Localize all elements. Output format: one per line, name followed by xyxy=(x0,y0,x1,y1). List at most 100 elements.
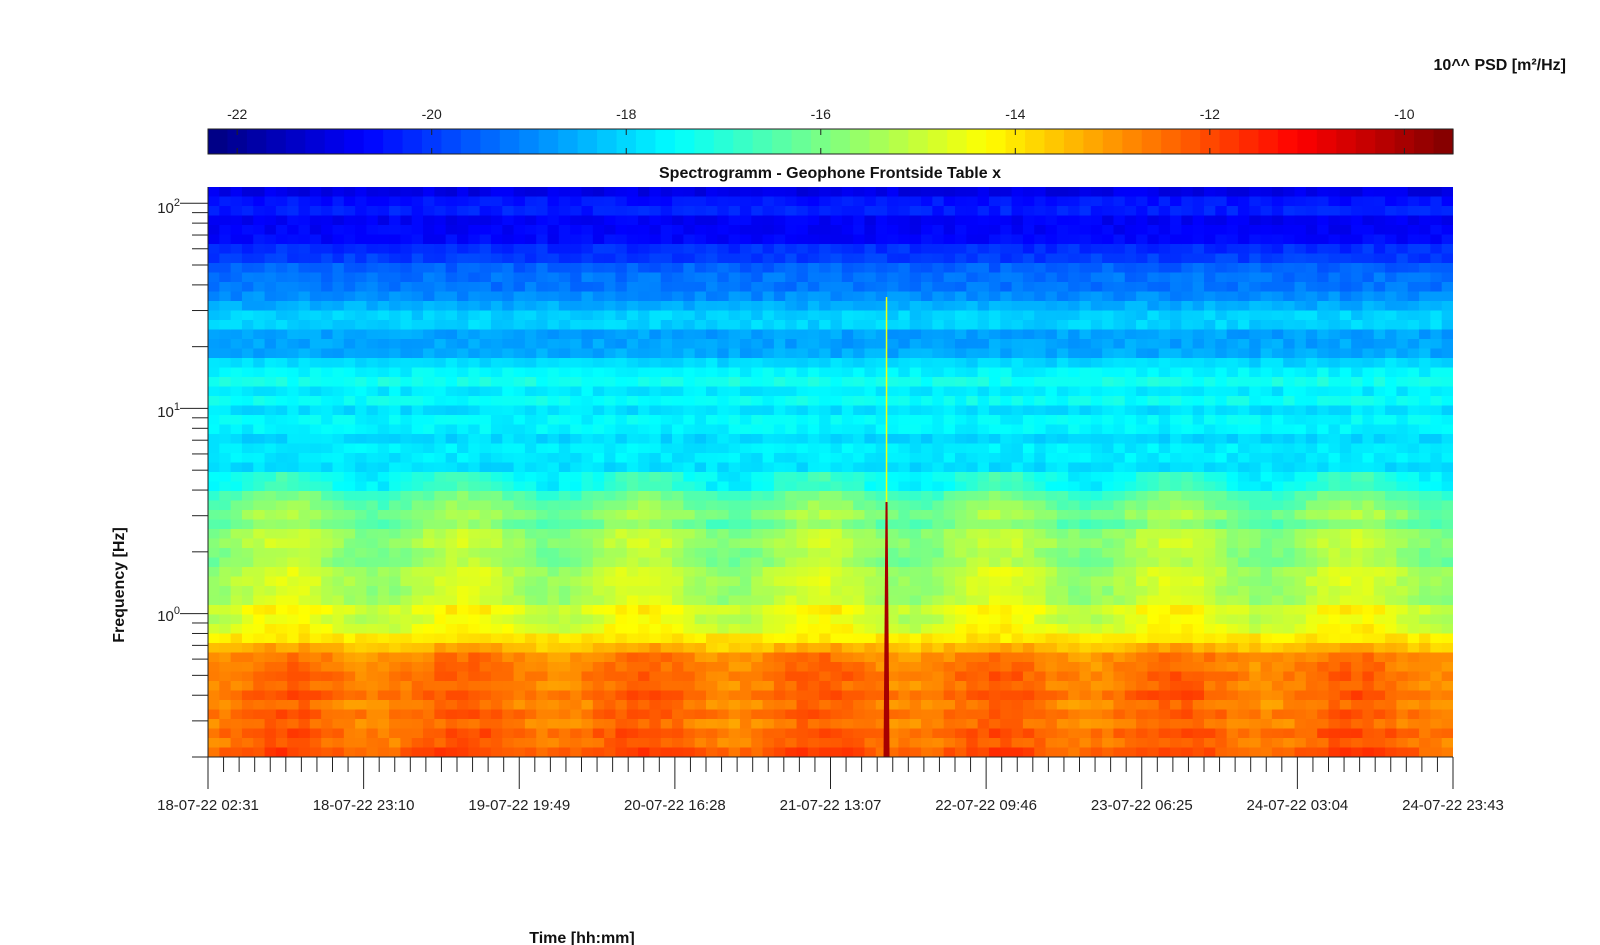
spectrogram-cell xyxy=(253,738,266,749)
spectrogram-cell xyxy=(1056,728,1069,739)
spectrogram-cell xyxy=(219,253,232,264)
spectrogram-cell xyxy=(468,434,481,445)
spectrogram-cell xyxy=(241,624,254,635)
spectrogram-cell xyxy=(230,738,243,749)
spectrogram-cell xyxy=(898,396,911,407)
spectrogram-cell xyxy=(332,453,345,464)
spectrogram-cell xyxy=(502,339,515,350)
spectrogram-cell xyxy=(728,310,741,321)
spectrogram-cell xyxy=(683,282,696,293)
spectrogram-cell xyxy=(864,690,877,701)
colorbar-cell xyxy=(888,129,909,154)
spectrogram-cell xyxy=(1102,367,1115,378)
spectrogram-cell xyxy=(321,386,334,397)
spectrogram-cell xyxy=(615,700,628,711)
spectrogram-cell xyxy=(1022,481,1035,492)
spectrogram-cell xyxy=(219,424,232,435)
spectrogram-cell xyxy=(694,557,707,568)
spectrogram-cell xyxy=(264,500,277,511)
spectrogram-cell xyxy=(694,187,707,198)
spectrogram-cell xyxy=(1034,263,1047,274)
spectrogram-cell xyxy=(253,348,266,359)
spectrogram-cell xyxy=(355,434,368,445)
spectrogram-cell xyxy=(558,567,571,578)
spectrogram-cell xyxy=(660,282,673,293)
spectrogram-cell xyxy=(343,491,356,502)
spectrogram-cell xyxy=(615,367,628,378)
colorbar-cell xyxy=(1355,129,1376,154)
spectrogram-cell xyxy=(966,472,979,483)
spectrogram-cell xyxy=(581,643,594,654)
spectrogram-cell xyxy=(558,728,571,739)
spectrogram-cell xyxy=(592,291,605,302)
spectrogram-cell xyxy=(275,462,288,473)
spectrogram-cell xyxy=(626,624,639,635)
spectrogram-cell xyxy=(490,491,503,502)
spectrogram-cell xyxy=(909,320,922,331)
spectrogram-cell xyxy=(524,187,537,198)
spectrogram-cell xyxy=(638,244,651,255)
spectrogram-cell xyxy=(434,728,447,739)
spectrogram-cell xyxy=(558,519,571,530)
spectrogram-cell xyxy=(377,301,390,312)
spectrogram-cell xyxy=(706,586,718,597)
spectrogram-cell xyxy=(275,424,288,435)
spectrogram-cell xyxy=(615,633,628,644)
spectrogram-cell xyxy=(943,728,956,739)
spectrogram-cell xyxy=(264,576,277,587)
spectrogram-cell xyxy=(977,500,990,511)
spectrogram-cell xyxy=(898,481,911,492)
spectrogram-cell xyxy=(423,548,435,559)
spectrogram-cell xyxy=(1090,728,1103,739)
spectrogram-cell xyxy=(604,652,617,663)
spectrogram-cell xyxy=(1090,405,1103,416)
spectrogram-cell xyxy=(524,643,537,654)
spectrogram-cell xyxy=(694,424,707,435)
spectrogram-cell xyxy=(298,671,311,682)
spectrogram-cell xyxy=(275,348,288,359)
spectrogram-cell xyxy=(853,234,866,245)
spectrogram-cell xyxy=(785,272,798,283)
spectrogram-cell xyxy=(728,491,741,502)
spectrogram-cell xyxy=(321,339,334,350)
spectrogram-cell xyxy=(445,510,458,521)
spectrogram-cell xyxy=(785,206,798,217)
spectrogram-cell xyxy=(796,671,809,682)
spectrogram-cell xyxy=(955,690,967,701)
spectrogram-cell xyxy=(615,329,628,340)
spectrogram-cell xyxy=(445,282,458,293)
spectrogram-cell xyxy=(1079,329,1092,340)
spectrogram-cell xyxy=(490,605,503,616)
spectrogram-cell xyxy=(1045,747,1058,757)
spectrogram-cell xyxy=(264,196,277,207)
spectrogram-cell xyxy=(762,510,775,521)
spectrogram-cell xyxy=(830,567,843,578)
spectrogram-cell xyxy=(513,633,526,644)
spectrogram-cell xyxy=(921,377,933,388)
spectrogram-cell xyxy=(524,301,537,312)
spectrogram-cell xyxy=(638,643,651,654)
spectrogram-cell xyxy=(558,415,571,426)
spectrogram-cell xyxy=(524,206,537,217)
spectrogram-cell xyxy=(1079,595,1092,606)
spectrogram-cell xyxy=(1068,358,1081,369)
spectrogram-cell xyxy=(796,481,809,492)
spectrogram-cell xyxy=(785,519,798,530)
spectrogram-cell xyxy=(457,415,469,426)
spectrogram-cell xyxy=(490,282,503,293)
spectrogram-cell xyxy=(1045,576,1058,587)
spectrogram-cell xyxy=(366,643,379,654)
spectrogram-cell xyxy=(400,700,413,711)
spectrogram-cell xyxy=(524,728,537,739)
spectrogram-cell xyxy=(581,462,594,473)
spectrogram-cell xyxy=(977,206,990,217)
spectrogram-cell xyxy=(932,358,945,369)
spectrogram-cell xyxy=(728,538,741,549)
spectrogram-cell xyxy=(1113,652,1126,663)
spectrogram-cell xyxy=(807,443,820,454)
spectrogram-cell xyxy=(739,291,752,302)
spectrogram-cell xyxy=(830,472,843,483)
spectrogram-cell xyxy=(819,443,832,454)
spectrogram-cell xyxy=(321,329,334,340)
spectrogram-cell xyxy=(1034,234,1047,245)
